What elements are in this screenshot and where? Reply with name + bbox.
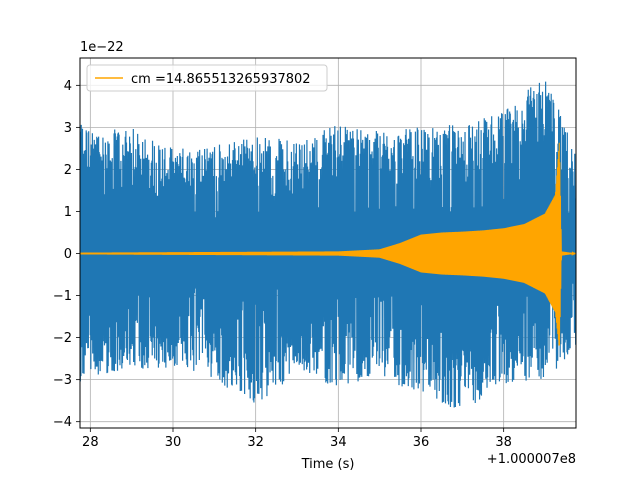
y-scale-label: 1e−22 xyxy=(80,40,124,55)
legend-label-cm: cm =14.865513265937802 xyxy=(131,72,311,87)
y-tick-label: 3 xyxy=(64,121,72,136)
x-tick-label: 28 xyxy=(82,435,99,450)
y-tick-label: 0 xyxy=(64,247,72,262)
y-tick-label: 4 xyxy=(64,79,72,94)
x-tick-label: 34 xyxy=(330,435,347,450)
y-tick-label: 1 xyxy=(64,205,72,220)
x-axis-label: Time (s) xyxy=(301,457,355,472)
x-tick-label: 30 xyxy=(165,435,182,450)
axes-frame xyxy=(79,57,577,429)
x-offset-label: +1.000007e8 xyxy=(487,452,576,467)
plot-area xyxy=(80,81,576,408)
y-tick-label: −2 xyxy=(53,331,72,346)
x-tick-label: 36 xyxy=(413,435,430,450)
legend-box xyxy=(86,64,328,92)
x-tick-label: 32 xyxy=(247,435,264,450)
y-tick-label: −3 xyxy=(53,373,72,388)
y-tick-label: −1 xyxy=(53,289,72,304)
y-tick-label: 2 xyxy=(64,163,72,178)
y-tick-label: −4 xyxy=(53,415,72,430)
x-tick-label: 38 xyxy=(495,435,512,450)
legend: cm =14.865513265937802 xyxy=(86,64,328,92)
strain-noise-series-line xyxy=(80,81,576,408)
